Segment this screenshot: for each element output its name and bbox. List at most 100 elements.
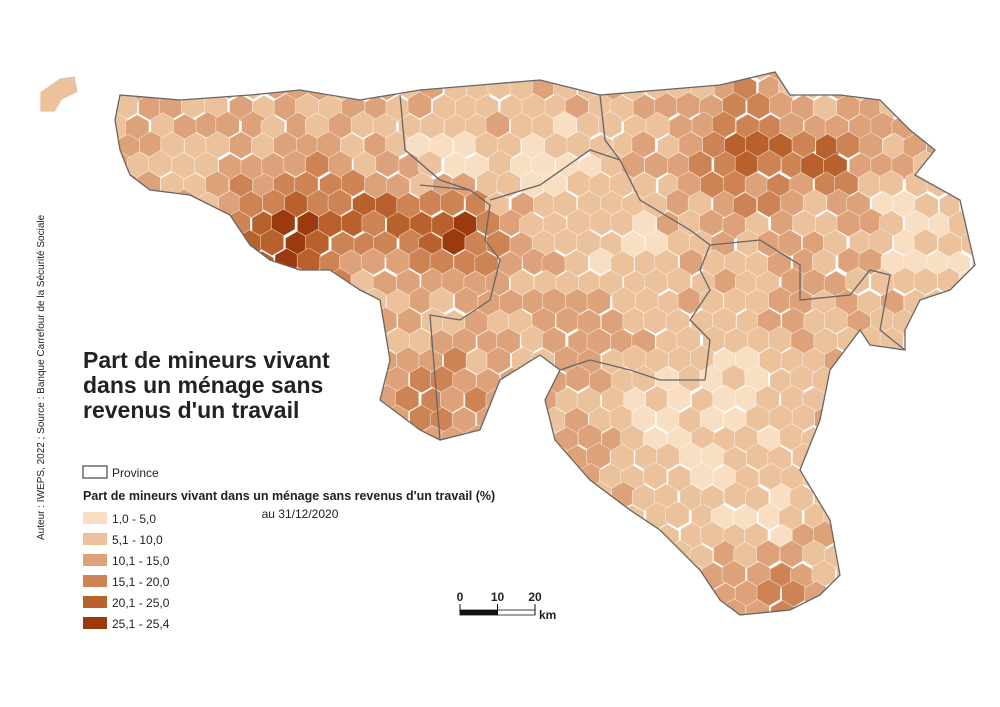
commune: [779, 423, 804, 451]
commune: [386, 562, 411, 590]
commune: [319, 444, 344, 473]
commune: [633, 523, 658, 551]
commune: [262, 543, 287, 571]
legend-title: Part de mineurs vivant dans un ménage sa…: [83, 489, 495, 503]
commune: [408, 562, 433, 591]
commune: [284, 579, 309, 608]
commune: [768, 286, 793, 314]
commune: [950, 72, 975, 81]
commune: [791, 403, 816, 432]
commune: [902, 93, 927, 122]
commune: [972, 561, 975, 590]
commune: [387, 444, 412, 473]
commune: [339, 72, 364, 82]
commune: [272, 286, 296, 315]
commune: [271, 600, 296, 615]
commune: [848, 539, 872, 568]
commune: [260, 269, 284, 298]
commune: [520, 72, 545, 82]
commune: [374, 463, 399, 492]
commune: [184, 601, 209, 615]
commune: [948, 600, 973, 615]
commune: [150, 228, 175, 256]
commune: [353, 384, 378, 413]
commune: [473, 562, 498, 591]
commune: [263, 423, 288, 452]
commune: [339, 289, 363, 318]
commune: [317, 72, 342, 84]
commune: [936, 384, 961, 412]
commune: [372, 581, 397, 610]
commune: [272, 523, 297, 552]
map-title: Part de mineurs vivant dans un ménage sa…: [83, 347, 330, 423]
commune: [938, 75, 963, 104]
province-border: [399, 94, 471, 191]
commune: [849, 347, 873, 376]
commune: [589, 247, 614, 276]
commune: [284, 540, 308, 569]
commune: [192, 425, 217, 454]
commune: [171, 541, 196, 570]
scale-label: 10: [491, 590, 505, 604]
commune: [958, 543, 975, 571]
commune: [836, 131, 861, 159]
commune: [260, 228, 284, 257]
commune: [442, 227, 466, 256]
commune: [520, 445, 545, 474]
commune: [654, 598, 679, 615]
commune: [837, 72, 862, 81]
commune: [452, 561, 476, 589]
commune: [565, 483, 590, 512]
commune: [441, 501, 466, 529]
commune: [847, 387, 872, 416]
commune: [609, 601, 634, 615]
commune: [338, 328, 363, 357]
commune: [520, 364, 544, 393]
commune: [646, 581, 671, 609]
commune: [567, 598, 592, 615]
legend-label: 25,1 - 25,4: [112, 617, 170, 631]
commune: [846, 579, 871, 608]
commune: [825, 463, 850, 492]
legend-swatch: [83, 554, 107, 566]
commune: [870, 426, 895, 455]
commune: [971, 169, 975, 198]
commune: [329, 424, 354, 453]
commune: [274, 562, 299, 591]
commune: [949, 481, 974, 510]
commune: [972, 250, 975, 279]
province-border: [559, 359, 705, 381]
commune: [350, 73, 375, 101]
commune: [285, 463, 310, 492]
commune: [937, 113, 962, 142]
commune: [927, 599, 952, 615]
legend-swatch: [83, 596, 107, 608]
commune: [216, 72, 241, 100]
commune: [903, 560, 928, 588]
commune: [857, 405, 882, 434]
commune: [465, 501, 490, 529]
commune: [916, 113, 941, 141]
commune: [959, 347, 975, 375]
commune: [845, 266, 870, 295]
commune: [949, 523, 974, 551]
commune: [926, 562, 951, 591]
commune: [182, 72, 206, 82]
legend-province: Province: [112, 466, 159, 480]
commune: [959, 423, 975, 452]
commune: [915, 503, 940, 532]
legend-label: 1,0 - 5,0: [112, 512, 156, 526]
commune: [564, 560, 588, 589]
commune: [688, 582, 713, 610]
commune: [149, 306, 174, 334]
commune: [249, 72, 274, 82]
commune: [148, 268, 172, 297]
commune: [205, 523, 230, 552]
commune: [441, 464, 466, 493]
commune: [926, 483, 951, 511]
commune: [927, 328, 952, 357]
commune: [397, 501, 422, 530]
commune: [824, 306, 848, 334]
commune: [543, 72, 568, 83]
commune: [317, 288, 342, 317]
